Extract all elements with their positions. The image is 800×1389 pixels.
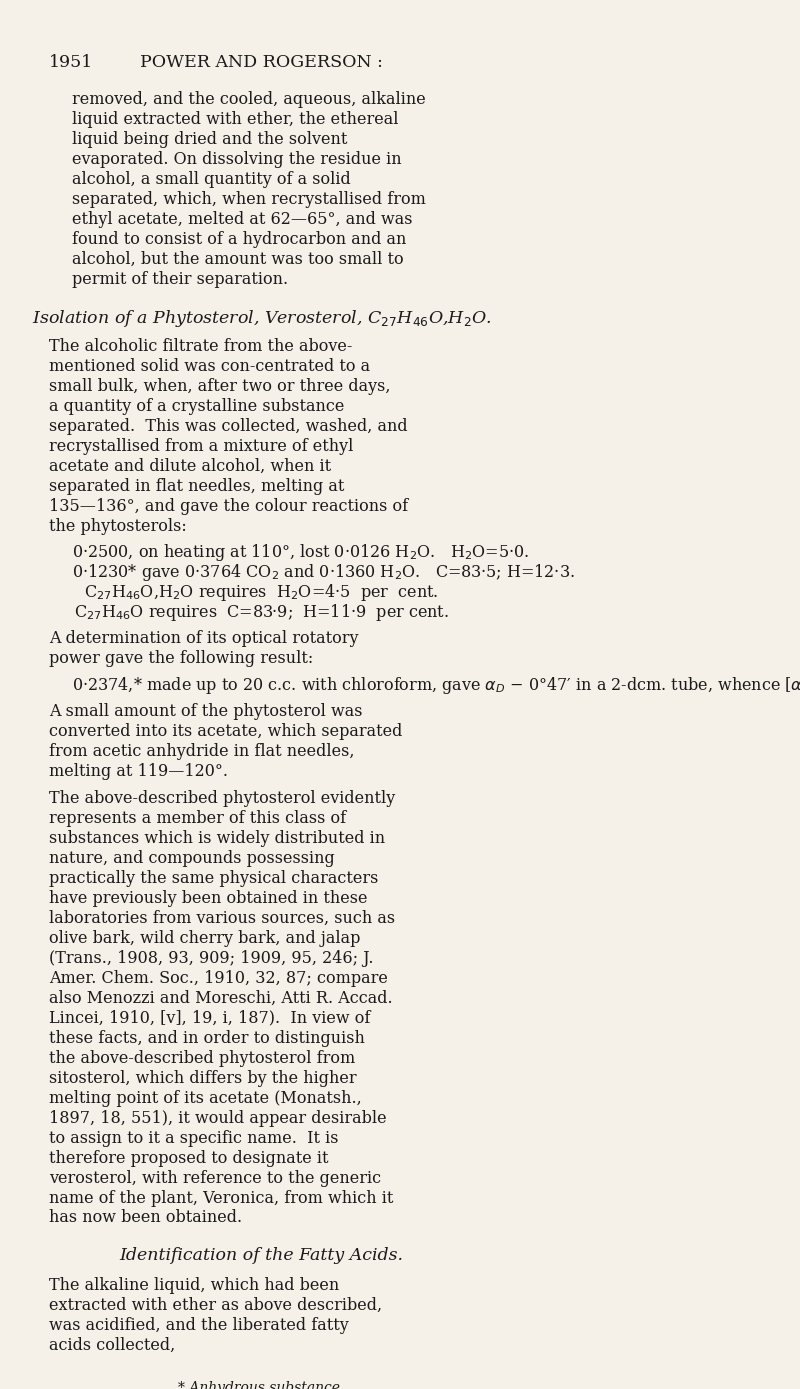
Text: POWER AND ROGERSON :: POWER AND ROGERSON : <box>140 54 382 71</box>
Text: recrystallised from a mixture of ethyl: recrystallised from a mixture of ethyl <box>49 438 354 454</box>
Text: 0·2500, on heating at 110°, lost 0·0126 H$_{2}$O.   H$_{2}$O​=​5·0.: 0·2500, on heating at 110°, lost 0·0126 … <box>72 543 530 564</box>
Text: 1951: 1951 <box>49 54 94 71</box>
Text: Isolation of a Phytosterol, Verosterol, C$_{27}$H$_{46}$O,H$_{2}$O.: Isolation of a Phytosterol, Verosterol, … <box>31 308 491 329</box>
Text: from acetic anhydride in flat needles,: from acetic anhydride in flat needles, <box>49 743 354 760</box>
Text: alcohol, but the amount was too small to: alcohol, but the amount was too small to <box>72 251 403 268</box>
Text: 135—136°, and gave the colour reactions of: 135—136°, and gave the colour reactions … <box>49 497 408 515</box>
Text: a quantity of a crystalline substance: a quantity of a crystalline substance <box>49 397 344 415</box>
Text: verosterol, with reference to the generic: verosterol, with reference to the generi… <box>49 1170 381 1186</box>
Text: melting point of its acetate (Monatsh.,: melting point of its acetate (Monatsh., <box>49 1090 362 1107</box>
Text: separated in flat needles, melting at: separated in flat needles, melting at <box>49 478 344 494</box>
Text: have previously been obtained in these: have previously been obtained in these <box>49 890 367 907</box>
Text: the phytosterols:: the phytosterols: <box>49 518 186 535</box>
Text: ethyl acetate, melted at 62—65°, and was: ethyl acetate, melted at 62—65°, and was <box>72 211 412 228</box>
Text: liquid being dried and the solvent: liquid being dried and the solvent <box>72 131 347 149</box>
Text: to assign to it a specific name.  It is: to assign to it a specific name. It is <box>49 1129 338 1147</box>
Text: practically the same physical characters: practically the same physical characters <box>49 870 378 888</box>
Text: substances which is widely distributed in: substances which is widely distributed i… <box>49 831 385 847</box>
Text: permit of their separation.: permit of their separation. <box>72 271 288 288</box>
Text: name of the plant, Veronica, from which it: name of the plant, Veronica, from which … <box>49 1189 394 1207</box>
Text: has now been obtained.: has now been obtained. <box>49 1210 242 1226</box>
Text: was acidified, and the liberated fatty: was acidified, and the liberated fatty <box>49 1317 349 1333</box>
Text: Amer. Chem. Soc., 1910, 32, 87​; compare: Amer. Chem. Soc., 1910, 32, 87​; compare <box>49 970 388 988</box>
Text: liquid extracted with ether, the ethereal: liquid extracted with ether, the etherea… <box>72 111 398 128</box>
Text: mentioned solid was con­centrated to a: mentioned solid was con­centrated to a <box>49 358 370 375</box>
Text: sitosterol, which differs by the higher: sitosterol, which differs by the higher <box>49 1070 357 1086</box>
Text: represents a member of this class of: represents a member of this class of <box>49 810 346 828</box>
Text: evaporated. On dissolving the residue in: evaporated. On dissolving the residue in <box>72 151 402 168</box>
Text: Lincei, 1910, [v], 19, i, 187).  In view of: Lincei, 1910, [v], 19, i, 187). In view … <box>49 1010 370 1026</box>
Text: also Menozzi and Moreschi, Atti R. Accad.: also Menozzi and Moreschi, Atti R. Accad… <box>49 990 393 1007</box>
Text: separated, which, when recrystallised from: separated, which, when recrystallised fr… <box>72 190 426 208</box>
Text: these facts, and in order to distinguish: these facts, and in order to distinguish <box>49 1029 365 1047</box>
Text: * Anhydrous substance.: * Anhydrous substance. <box>178 1381 345 1389</box>
Text: alcohol, a small quantity of a solid: alcohol, a small quantity of a solid <box>72 171 350 188</box>
Text: A determination of its optical rotatory: A determination of its optical rotatory <box>49 631 358 647</box>
Text: removed, and the cooled, aqueous, alkaline: removed, and the cooled, aqueous, alkali… <box>72 92 426 108</box>
Text: therefore proposed to designate it: therefore proposed to designate it <box>49 1150 329 1167</box>
Text: acids collected,: acids collected, <box>49 1336 175 1354</box>
Text: olive bark, wild cherry bark, and jalap: olive bark, wild cherry bark, and jalap <box>49 931 360 947</box>
Text: acetate and dilute alcohol, when it: acetate and dilute alcohol, when it <box>49 458 331 475</box>
Text: The alcoholic filtrate from the above-: The alcoholic filtrate from the above- <box>49 338 352 356</box>
Text: separated.  This was collected, washed, and: separated. This was collected, washed, a… <box>49 418 408 435</box>
Text: Identification of the Fatty Acids.: Identification of the Fatty Acids. <box>119 1247 403 1264</box>
Text: 1897, 18, 551), it would appear desirable: 1897, 18, 551), it would appear desirabl… <box>49 1110 386 1126</box>
Text: (Trans., 1908, 93, 909​; 1909, 95, 246​; J.: (Trans., 1908, 93, 909​; 1909, 95, 246​;… <box>49 950 374 967</box>
Text: converted into its acetate, which separated: converted into its acetate, which separa… <box>49 722 402 739</box>
Text: found to consist of a hydrocarbon and an: found to consist of a hydrocarbon and an <box>72 231 406 247</box>
Text: The alkaline liquid, which had been: The alkaline liquid, which had been <box>49 1276 339 1293</box>
Text: nature, and compounds possessing: nature, and compounds possessing <box>49 850 334 867</box>
Text: 0·1230* gave 0·3764 CO$_{2}$ and 0·1360 H$_{2}$O.   C​=​83·5​; H​=​12·3.: 0·1230* gave 0·3764 CO$_{2}$ and 0·1360 … <box>72 563 574 583</box>
Text: small bulk, when, after two or three days,: small bulk, when, after two or three day… <box>49 378 390 394</box>
Text: extracted with ether as above described,: extracted with ether as above described, <box>49 1297 382 1314</box>
Text: laboratories from various sources, such as: laboratories from various sources, such … <box>49 910 395 926</box>
Text: A small amount of the phytosterol was: A small amount of the phytosterol was <box>49 703 362 720</box>
Text: the above-described phytosterol from: the above-described phytosterol from <box>49 1050 355 1067</box>
Text: The above-described phytosterol evidently: The above-described phytosterol evidentl… <box>49 790 395 807</box>
Text: melting at 119—120°.: melting at 119—120°. <box>49 763 228 779</box>
Text: C$_{27}$H$_{46}$O requires  C​=​83·9​;  H​=​11·9  per cent.: C$_{27}$H$_{46}$O requires C​=​83·9​; H​… <box>74 603 449 624</box>
Text: C$_{27}$H$_{46}$O,H$_{2}$O requires  H$_{2}$O​=​4·5  per  cent.: C$_{27}$H$_{46}$O,H$_{2}$O requires H$_{… <box>84 582 438 603</box>
Text: power gave the following result:: power gave the following result: <box>49 650 314 667</box>
Text: 0·2374,* made up to 20 c.c. with chloroform, gave $\alpha$$_{D}$ − 0°47′ in a 2-: 0·2374,* made up to 20 c.c. with chlorof… <box>72 675 800 696</box>
